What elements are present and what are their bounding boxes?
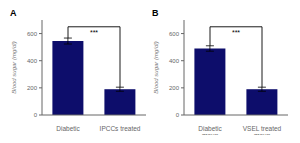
svg-text:600: 600 <box>169 31 180 37</box>
svg-text:***: *** <box>232 29 240 36</box>
svg-text:***: *** <box>90 29 98 36</box>
svg-text:VSEL treatedgroup: VSEL treatedgroup <box>243 125 282 135</box>
svg-text:400: 400 <box>27 58 38 64</box>
svg-text:Diabetic: Diabetic <box>56 125 80 132</box>
html-text:B: B <box>152 8 159 18</box>
svg-text:Blood sugar (mg/dl): Blood sugar (mg/dl) <box>11 41 17 93</box>
svg-text:Diabeticgroup: Diabeticgroup <box>198 125 222 135</box>
svg-text:200: 200 <box>169 85 180 91</box>
svg-text:0: 0 <box>176 112 180 118</box>
html-text:A: A <box>10 8 17 18</box>
svg-text:200: 200 <box>27 85 38 91</box>
svg-text:600: 600 <box>27 31 38 37</box>
svg-text:0: 0 <box>34 112 38 118</box>
svg-text:Blood sugar (mg/dl): Blood sugar (mg/dl) <box>153 41 159 93</box>
svg-text:400: 400 <box>169 58 180 64</box>
svg-text:IPCCs treated: IPCCs treated <box>100 125 141 132</box>
